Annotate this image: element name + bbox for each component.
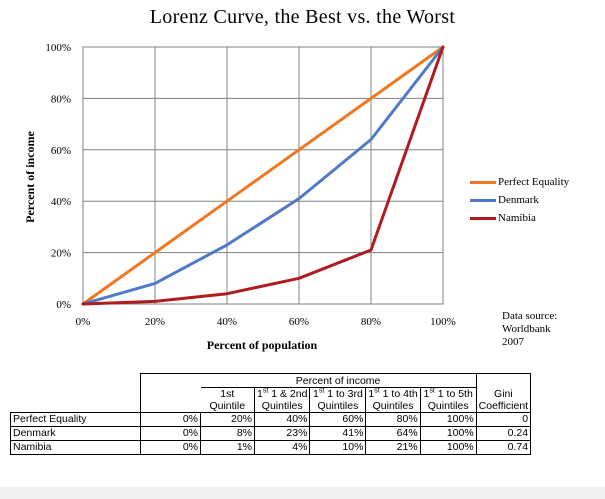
y-tick-label: 40%: [51, 196, 71, 208]
x-tick-label: 0%: [76, 316, 91, 328]
column-header: 1st 1 to 3rd Quintiles: [309, 387, 366, 413]
legend-swatch: [470, 180, 496, 184]
series-line-namibia: [81, 45, 445, 306]
group-header: Percent of income: [200, 373, 477, 388]
x-tick-label: 80%: [361, 316, 381, 328]
row-label: Namibia: [10, 440, 141, 455]
chart-title: Lorenz Curve, the Best vs. the Worst: [149, 6, 456, 28]
source-line: Worldbank: [502, 323, 551, 335]
income-table: Percent of income 1st Quintile 1st 1 & 2…: [10, 373, 532, 455]
x-axis-label: Percent of population: [207, 338, 318, 352]
table-row: Denmark 0% 8% 23% 41% 64% 100% 0.24: [10, 426, 532, 441]
x-tick-label: 40%: [217, 316, 237, 328]
column-header: 1st 1 & 2nd Quintiles: [253, 387, 310, 413]
lorenz-chart: 0% 20% 40% 60% 80% 100% 0% 20% 40% 60% 80% 100% Per…: [23, 42, 456, 352]
legend-swatch: [470, 198, 496, 202]
footer-strip: [0, 487, 605, 499]
legend-item-denmark: Denmark: [470, 191, 569, 209]
plot-frame: [82, 46, 444, 305]
y-tick-label: 80%: [51, 93, 71, 105]
legend-item-namibia: Namibia: [470, 209, 569, 227]
column-header: 1st Quintile: [200, 387, 255, 413]
legend-item-perfect-equality: Perfect Equality: [470, 173, 569, 191]
table-group-header-row: Percent of income: [11, 373, 532, 388]
column-header: 1st 1 to 5th Quintiles: [419, 387, 477, 413]
table-row: Namibia 0% 1% 4% 10% 21% 100% 0.74: [10, 440, 532, 455]
row-label: Perfect Equality: [10, 412, 141, 427]
legend-label: Denmark: [498, 194, 539, 206]
row-label: Denmark: [10, 426, 141, 441]
legend-label: Perfect Equality: [498, 176, 570, 188]
series-lines: [81, 45, 445, 306]
y-tick-label: 20%: [51, 248, 71, 260]
source-line: 2007: [502, 336, 524, 348]
data-source-note: Data source: Worldbank 2007: [502, 310, 557, 349]
y-tick-label: 0%: [56, 299, 71, 311]
legend-swatch: [470, 216, 496, 220]
axis-ticks: 0% 20% 40% 60% 80% 100% 0% 20% 40% 60% 80% 100%: [45, 42, 456, 328]
x-tick-label: 20%: [145, 316, 165, 328]
series-line-perfect-equality: [81, 45, 445, 306]
source-line: Data source:: [502, 310, 558, 322]
y-tick-label: 100%: [45, 42, 71, 54]
y-tick-label: 60%: [51, 145, 71, 157]
legend: Perfect Equality Denmark Namibia: [470, 173, 569, 227]
gini-header: Gini Coefficient: [476, 387, 532, 413]
x-tick-label: 60%: [289, 316, 309, 328]
legend-label: Namibia: [498, 212, 536, 224]
grid: [82, 46, 444, 305]
table-header-row: 1st Quintile 1st 1 & 2nd Quintiles 1st 1…: [11, 387, 532, 413]
y-axis-label: Percent of income: [23, 130, 37, 222]
x-tick-label: 100%: [430, 316, 456, 328]
table-row: Perfect Equality 0% 20% 40% 60% 80% 100%…: [10, 412, 532, 427]
series-line-denmark: [81, 45, 445, 306]
column-header: 1st 1 to 4th Quintiles: [365, 387, 421, 413]
